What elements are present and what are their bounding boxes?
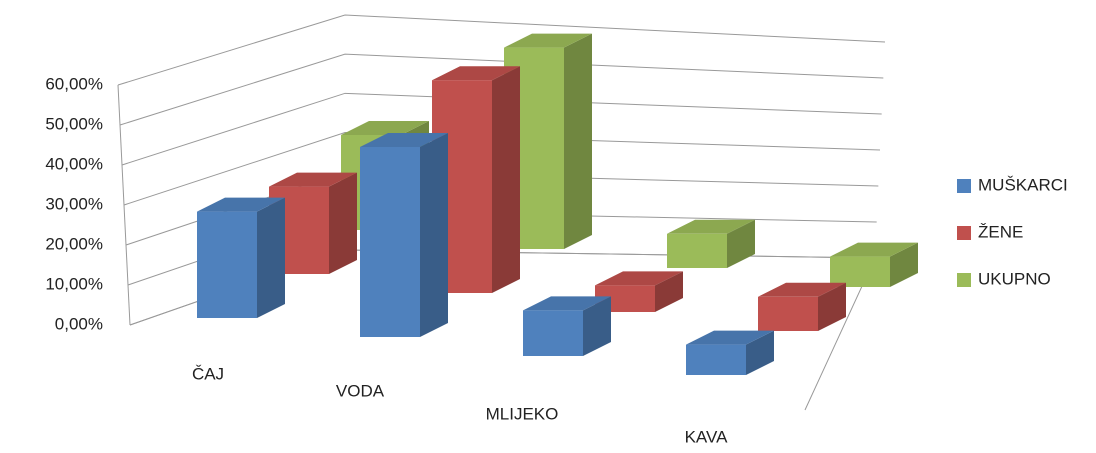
bar-top xyxy=(686,330,774,345)
bar-top xyxy=(360,133,448,147)
bar-side xyxy=(329,172,357,274)
bar xyxy=(758,296,818,331)
bar xyxy=(667,233,727,268)
bar-side xyxy=(583,296,611,356)
bar-top xyxy=(595,271,683,286)
y-tick-label: 40,00% xyxy=(45,154,103,173)
bar-side xyxy=(746,330,774,375)
bar-top xyxy=(432,66,520,81)
bar-top xyxy=(341,121,429,135)
bar-side xyxy=(420,133,448,337)
legend-swatch xyxy=(957,179,971,193)
x-tick-label: MLIJEKO xyxy=(486,404,559,423)
bar xyxy=(830,256,890,287)
bar-top xyxy=(758,282,846,297)
bar xyxy=(686,344,746,375)
bar-top xyxy=(523,296,611,311)
bar-top xyxy=(269,172,357,187)
y-tick-label: 0,00% xyxy=(55,314,103,333)
y-tick-label: 10,00% xyxy=(45,274,103,293)
legend-swatch xyxy=(957,273,971,287)
y-tick-label: 30,00% xyxy=(45,194,103,213)
legend-label: MUŠKARCI xyxy=(978,175,1068,194)
grid-line xyxy=(123,131,881,206)
y-tick-label: 60,00% xyxy=(45,74,103,93)
bar-side xyxy=(818,282,846,331)
bar xyxy=(523,310,583,356)
bar-top xyxy=(667,219,755,234)
bar-top xyxy=(504,33,592,48)
bar xyxy=(197,211,257,318)
legend-label: ŽENE xyxy=(978,222,1023,241)
bar-side xyxy=(257,197,285,318)
grid-line xyxy=(119,53,884,126)
grid-line xyxy=(121,92,882,166)
bar-side xyxy=(564,33,592,249)
bar-side xyxy=(492,66,520,293)
bar-side xyxy=(727,219,755,268)
axis-line xyxy=(117,84,131,326)
bar xyxy=(360,147,420,337)
legend-label: UKUPNO xyxy=(978,269,1051,288)
x-tick-label: KAVA xyxy=(685,427,728,446)
bar-side xyxy=(655,271,683,312)
x-tick-label: ČAJ xyxy=(192,364,224,383)
bar-top xyxy=(197,197,285,212)
y-tick-label: 20,00% xyxy=(45,234,103,253)
legend-swatch xyxy=(957,226,971,240)
x-tick-label: VODA xyxy=(336,381,385,400)
grid-line xyxy=(117,14,886,86)
y-tick-label: 50,00% xyxy=(45,114,103,133)
bar-side xyxy=(890,242,918,287)
bar-top xyxy=(830,242,918,257)
